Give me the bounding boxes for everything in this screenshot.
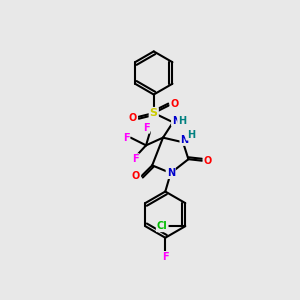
- Text: Cl: Cl: [157, 221, 168, 231]
- Text: F: F: [123, 133, 129, 142]
- Text: O: O: [170, 99, 179, 109]
- Text: H: H: [187, 130, 195, 140]
- Text: N: N: [181, 135, 189, 145]
- Text: F: F: [143, 123, 149, 133]
- Text: F: F: [162, 252, 169, 262]
- Text: F: F: [132, 154, 139, 164]
- Text: O: O: [129, 113, 137, 123]
- Text: N: N: [172, 116, 180, 126]
- Text: N: N: [167, 168, 175, 178]
- Text: O: O: [203, 156, 212, 166]
- Text: O: O: [132, 171, 140, 181]
- Text: H: H: [178, 116, 186, 126]
- Text: S: S: [150, 108, 158, 118]
